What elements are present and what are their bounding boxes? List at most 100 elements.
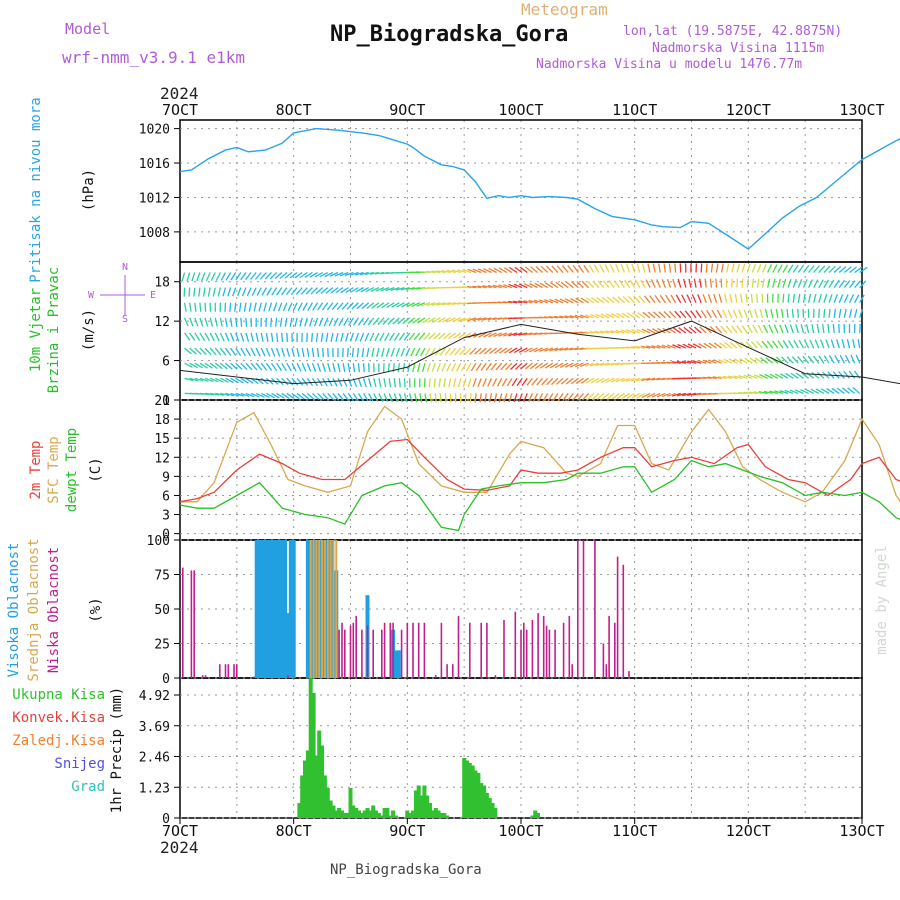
- wind-barb: [393, 393, 398, 403]
- wind-barb: [756, 293, 759, 303]
- wind-barb: [474, 347, 482, 355]
- precip-bar: [411, 810, 415, 818]
- precip-legend-2: Zaledj.Kisa: [12, 733, 105, 749]
- wind-barb: [848, 280, 856, 289]
- precip-bar: [442, 813, 447, 818]
- wind-barb: [400, 286, 410, 291]
- wind-barb: [443, 378, 447, 388]
- x-tick-label-bottom: 7OCT: [162, 822, 198, 840]
- x-tick-label-bottom: 10OCT: [498, 822, 543, 840]
- wind-barb: [374, 332, 380, 342]
- wind-barb: [813, 293, 817, 303]
- wind-barb: [284, 317, 288, 327]
- wind-barb: [789, 389, 799, 395]
- wind-barb: [279, 317, 283, 327]
- wind-barb: [736, 325, 743, 334]
- wind-barb: [534, 362, 543, 370]
- wind-barb: [509, 266, 518, 274]
- wind-barb: [559, 315, 569, 319]
- mid-cloud-bar: [326, 540, 329, 678]
- wind-barb: [637, 312, 646, 319]
- wind-barb: [718, 358, 728, 364]
- low-cloud-bar: [201, 675, 204, 678]
- wind-barb: [314, 271, 323, 278]
- wind-barb: [859, 266, 868, 274]
- wind-barb: [487, 317, 497, 321]
- wind-barb: [446, 302, 456, 306]
- low-cloud-bar: [480, 622, 482, 678]
- precip-bar: [419, 795, 424, 818]
- wind-barb: [368, 393, 374, 402]
- wind-barb: [229, 302, 232, 312]
- wind-barb: [761, 340, 769, 349]
- wind-barb: [626, 392, 636, 399]
- wind-barb: [492, 284, 502, 289]
- temp-unit: (C): [88, 457, 104, 482]
- wind-barb: [382, 317, 390, 325]
- wind-barb: [693, 278, 697, 288]
- wind-barb: [437, 317, 446, 323]
- wind-barb: [521, 377, 528, 386]
- wind-barb: [359, 271, 369, 276]
- wind-barb: [550, 282, 559, 289]
- wind-barb: [515, 362, 523, 370]
- wind-barb: [775, 356, 784, 364]
- wind-barb: [827, 323, 830, 334]
- wind-barb: [565, 281, 574, 289]
- precip-bar: [430, 810, 435, 818]
- low-cloud-bar: [577, 540, 579, 678]
- sfc-temp-ylabel: SFC Temp: [46, 436, 62, 503]
- low-cloud-bar: [503, 620, 505, 678]
- wind-barb: [549, 362, 559, 369]
- wind-barb: [631, 392, 641, 399]
- wind-barb: [855, 354, 861, 364]
- wind-barb: [734, 341, 743, 349]
- wind-barb: [332, 363, 336, 373]
- dewpt-temp-line: [179, 459, 900, 532]
- wind-barb: [674, 310, 682, 319]
- wind-barb: [624, 279, 631, 288]
- wind-barb: [746, 278, 749, 288]
- mid-cloud-bar: [309, 540, 312, 678]
- wind-barb: [547, 393, 554, 402]
- wind-barb: [405, 347, 411, 357]
- wind-barb: [421, 363, 426, 373]
- wind-barb: [683, 326, 692, 334]
- wind-barb: [482, 317, 492, 321]
- wind-barb: [453, 332, 462, 339]
- wind-barb: [585, 297, 595, 304]
- wind-barb: [569, 314, 579, 319]
- wind-barb: [599, 264, 605, 273]
- wind-barb: [741, 325, 748, 334]
- wind-barb: [502, 301, 512, 304]
- wind-barb: [309, 271, 318, 278]
- wind-barb: [702, 359, 712, 364]
- wind-barb: [198, 287, 201, 297]
- wind-barb: [605, 313, 615, 319]
- wind-barb: [838, 279, 846, 289]
- wind-barb: [595, 313, 605, 319]
- wind-barb: [373, 378, 377, 388]
- wind-barb: [384, 332, 390, 342]
- wind-barb: [844, 354, 851, 364]
- precip-bar: [331, 805, 336, 818]
- wind-barb: [588, 264, 595, 273]
- wind-barb: [600, 362, 610, 367]
- wind-barb: [645, 279, 651, 288]
- wind-barb: [439, 393, 442, 403]
- wind-barb: [663, 311, 671, 319]
- precip-bar: [317, 730, 322, 818]
- wind-barb: [224, 317, 228, 327]
- wind-barb: [457, 317, 467, 322]
- wind-barb: [772, 278, 776, 288]
- low-cloud-bar: [520, 629, 522, 678]
- low-cloud-bar: [594, 540, 596, 678]
- precip-bar: [422, 785, 427, 818]
- x-tick-label-bottom: 11OCT: [612, 822, 657, 840]
- wind-barb: [351, 348, 354, 358]
- wind-barb: [490, 362, 498, 371]
- wind-barb: [775, 308, 779, 318]
- low-cloud-bar: [608, 615, 610, 678]
- wind-barb: [604, 264, 610, 273]
